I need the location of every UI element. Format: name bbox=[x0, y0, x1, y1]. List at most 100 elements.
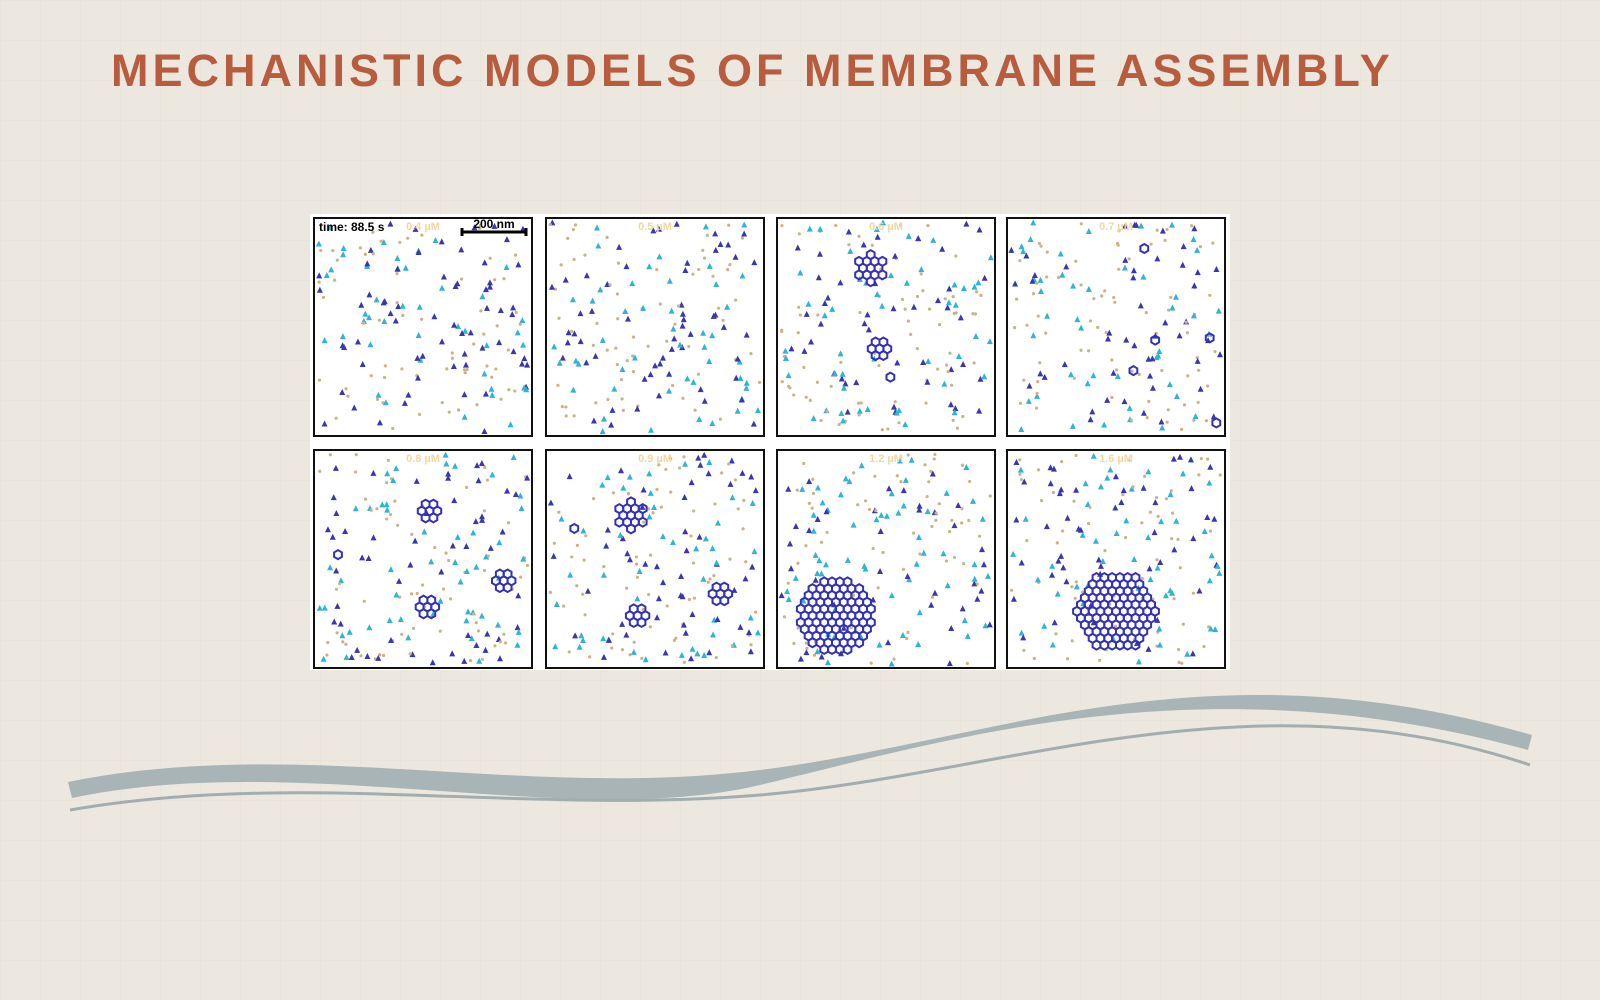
particle bbox=[465, 485, 469, 489]
monomer bbox=[888, 592, 895, 599]
particle bbox=[1117, 267, 1121, 271]
monomer bbox=[1054, 590, 1061, 597]
particle bbox=[892, 657, 896, 661]
particle bbox=[863, 499, 868, 503]
particle bbox=[1199, 457, 1203, 461]
monomer bbox=[951, 409, 958, 416]
particle bbox=[1213, 349, 1217, 354]
particle bbox=[608, 283, 612, 287]
monomer bbox=[565, 329, 572, 336]
monomer bbox=[421, 528, 428, 535]
monomer bbox=[479, 344, 486, 351]
monomer bbox=[553, 600, 560, 607]
monomer bbox=[462, 327, 469, 334]
monomer bbox=[348, 653, 355, 660]
monomer bbox=[402, 264, 409, 271]
monomer bbox=[1110, 369, 1117, 376]
monomer bbox=[521, 384, 528, 391]
monomer bbox=[951, 522, 958, 529]
particle bbox=[871, 546, 875, 551]
particle bbox=[575, 584, 579, 588]
monomer bbox=[689, 645, 696, 652]
particle bbox=[396, 523, 400, 527]
monomer bbox=[642, 656, 649, 663]
particle bbox=[1044, 331, 1048, 335]
sim-panel: 1.2 µM bbox=[776, 449, 996, 669]
particle bbox=[937, 322, 942, 327]
monomer bbox=[806, 527, 813, 534]
monomer bbox=[801, 347, 808, 354]
monomer bbox=[713, 559, 720, 566]
particle bbox=[1204, 419, 1209, 423]
monomer bbox=[414, 354, 421, 361]
monomer bbox=[510, 348, 517, 355]
monomer bbox=[362, 310, 369, 317]
particle bbox=[952, 555, 957, 559]
monomer bbox=[710, 631, 717, 638]
particle bbox=[912, 531, 916, 535]
particle bbox=[482, 509, 487, 513]
particle bbox=[1098, 658, 1102, 662]
monomer bbox=[669, 539, 676, 546]
particle bbox=[616, 261, 621, 265]
monomer bbox=[471, 224, 478, 231]
monomer bbox=[837, 279, 844, 286]
monomer bbox=[462, 361, 469, 368]
monomer bbox=[816, 557, 823, 564]
monomer bbox=[588, 307, 595, 314]
monomer bbox=[660, 354, 667, 361]
monomer bbox=[454, 280, 461, 287]
particle bbox=[1074, 259, 1078, 263]
monomer bbox=[449, 650, 456, 657]
particle bbox=[934, 518, 938, 522]
particle bbox=[880, 428, 884, 432]
monomer bbox=[320, 655, 327, 662]
particle bbox=[900, 297, 905, 302]
monomer bbox=[695, 454, 702, 461]
particle bbox=[812, 653, 817, 657]
particle bbox=[749, 643, 753, 647]
monomer bbox=[333, 567, 340, 574]
particle bbox=[519, 575, 523, 579]
particle bbox=[646, 507, 651, 511]
monomer bbox=[509, 311, 516, 318]
particle bbox=[444, 551, 448, 555]
particle bbox=[631, 354, 635, 358]
monomer bbox=[1018, 559, 1025, 566]
particle bbox=[572, 257, 576, 262]
particle bbox=[972, 361, 976, 365]
monomer bbox=[785, 596, 792, 603]
monomer bbox=[1130, 267, 1137, 274]
particle bbox=[482, 332, 486, 336]
monomer bbox=[739, 272, 746, 279]
particle bbox=[335, 258, 339, 262]
monomer bbox=[982, 622, 989, 629]
particle bbox=[1147, 399, 1151, 403]
monomer bbox=[1037, 287, 1044, 294]
particle bbox=[560, 405, 564, 409]
particle bbox=[1184, 320, 1188, 324]
monomer bbox=[452, 462, 459, 469]
monomer bbox=[900, 502, 907, 509]
monomer bbox=[964, 632, 971, 639]
concentration-label: 0.6 µM bbox=[869, 221, 903, 233]
monomer bbox=[1215, 307, 1222, 314]
monomer bbox=[1173, 392, 1180, 399]
monomer bbox=[359, 554, 366, 561]
monomer bbox=[940, 550, 947, 557]
monomer bbox=[619, 535, 626, 542]
monomer bbox=[364, 260, 371, 267]
monomer bbox=[328, 266, 335, 273]
particle bbox=[937, 502, 941, 506]
particle bbox=[1025, 323, 1029, 327]
monomer bbox=[706, 262, 713, 269]
monomer bbox=[846, 478, 853, 485]
particle bbox=[632, 640, 636, 644]
particle bbox=[620, 648, 625, 652]
monomer bbox=[1020, 634, 1027, 641]
monomer bbox=[701, 343, 708, 350]
monomer bbox=[1123, 517, 1130, 524]
monomer bbox=[651, 503, 658, 510]
particle bbox=[359, 654, 363, 658]
particle bbox=[1190, 224, 1194, 228]
